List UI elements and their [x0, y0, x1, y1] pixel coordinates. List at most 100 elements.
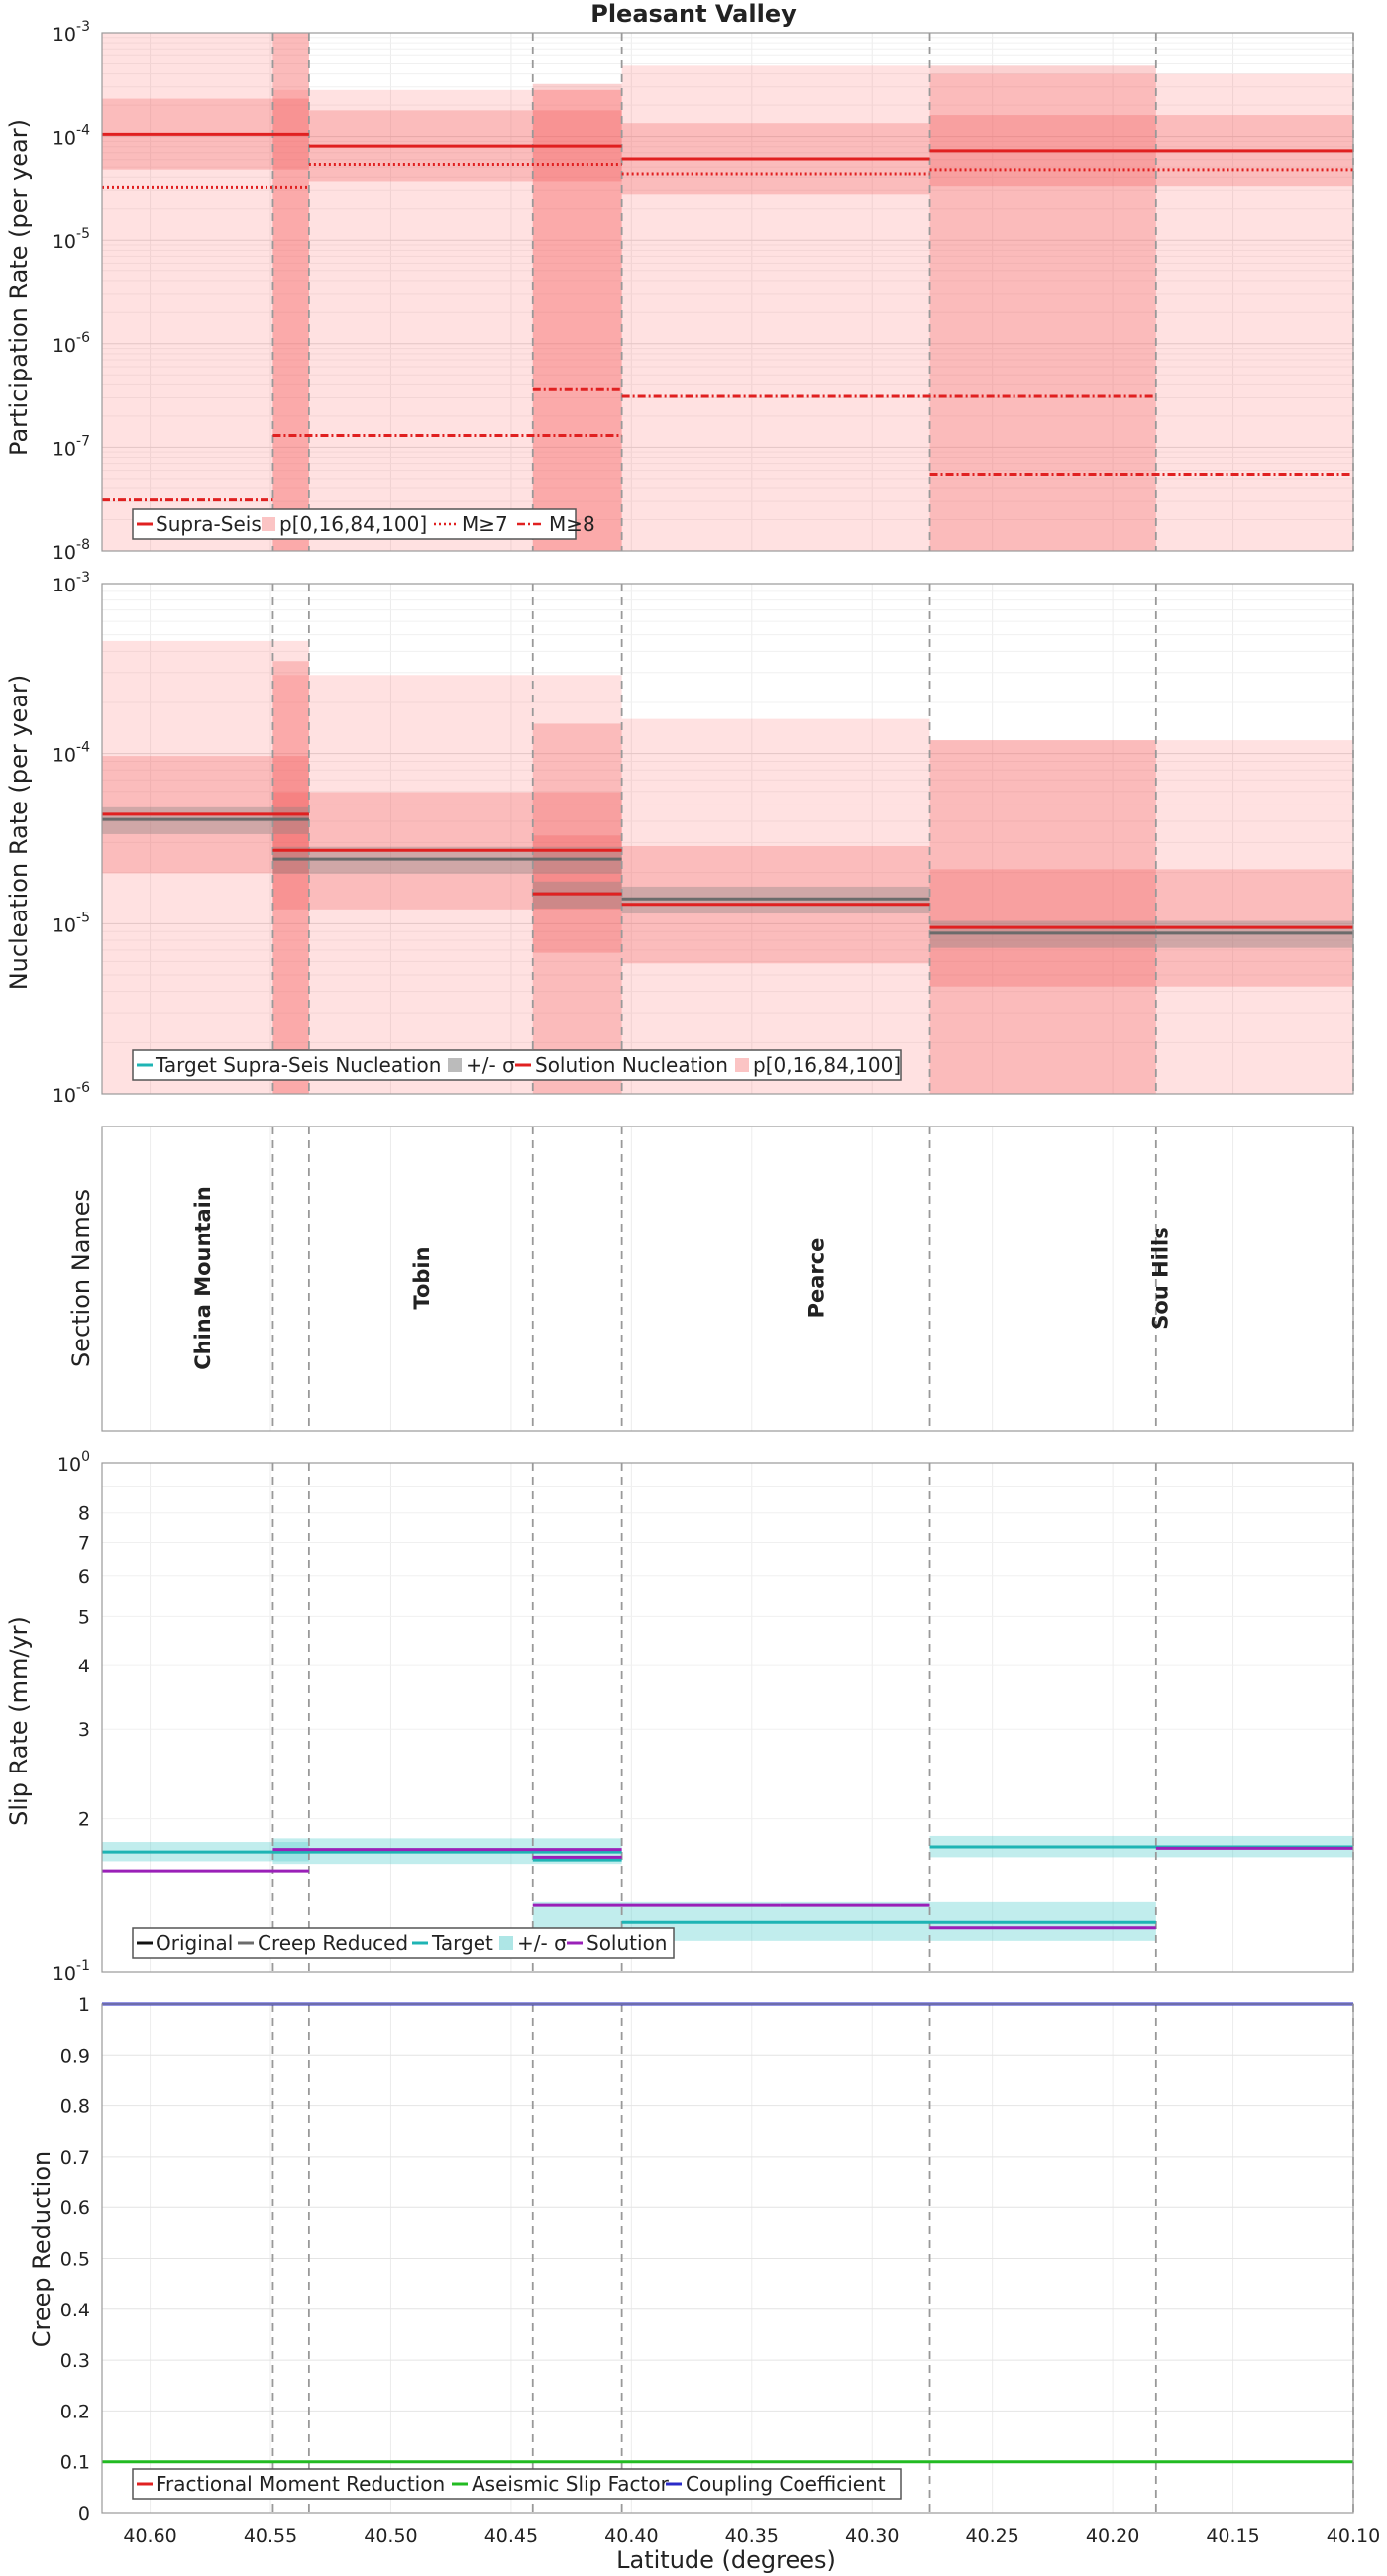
y-tick-label: 1 [78, 1994, 90, 2016]
y-tick-label: 0.1 [60, 2452, 90, 2474]
slip-rate-panel: 100 10-1 8 7 6 5 4 3 2 [53, 1449, 1354, 1985]
y-tick-label: 10-4 [53, 740, 90, 767]
participation-panel: 10-3 10-4 10-5 10-6 10-7 10-8 [53, 19, 1354, 564]
percentile-band [621, 65, 930, 551]
chart-title: Pleasant Valley [590, 0, 797, 28]
plot-border [101, 2003, 1354, 2514]
y-tick-label: 3 [78, 1719, 90, 1741]
legend-m8: M≥8 [549, 512, 595, 536]
x-tick-label: 40.40 [604, 2525, 658, 2547]
legend-fractional-moment: Fractional Moment Reduction [156, 2472, 445, 2496]
plot-area [102, 584, 1353, 1094]
percentile-band-inner [272, 661, 309, 1094]
plot-border [101, 1126, 1354, 1432]
y-tick-label: 0.3 [60, 2350, 90, 2372]
y-tick-label: 10-1 [53, 1958, 90, 1985]
legend-percentiles-2: p[0,16,84,100] [753, 1053, 901, 1077]
x-tick-label: 40.20 [1086, 2525, 1139, 2547]
section-names-panel: China Mountain Tobin Pearce Sou Hills [101, 1126, 1354, 1432]
y-tick-label: 10-6 [53, 330, 90, 357]
x-tick-label: 40.60 [123, 2525, 176, 2547]
percentile-band [929, 73, 1353, 552]
y-tick-label: 0.4 [60, 2300, 90, 2321]
legend-participation: Supra-Seis p[0,16,84,100] M≥7 M≥8 [132, 508, 595, 540]
x-tick-label: 40.15 [1206, 2525, 1259, 2547]
percentile-band [102, 33, 309, 551]
x-tick-label: 40.45 [484, 2525, 538, 2547]
legend-solution-nucleation: Solution Nucleation [535, 1053, 728, 1077]
legend-solution: Solution [587, 1931, 667, 1955]
x-tick-label: 40.25 [965, 2525, 1018, 2547]
y-tick-label: 100 [57, 1449, 90, 1476]
y-tick-label: 8 [78, 1503, 90, 1525]
y-tick-label: 10-8 [53, 537, 90, 564]
percentile-band [532, 89, 622, 551]
section-name: Tobin [410, 1246, 434, 1309]
percentile-band-inner [532, 723, 622, 1094]
x-tick-label: 40.30 [845, 2525, 899, 2547]
y-tick-label: 0.8 [60, 2096, 90, 2118]
x-tick-label: 40.10 [1327, 2525, 1380, 2547]
y-tick-label: 0.7 [60, 2147, 90, 2169]
plot-border [101, 583, 1354, 1095]
y-label-nucleation: Nucleation Rate (per year) [5, 675, 33, 991]
y-tick-label: 7 [78, 1532, 90, 1554]
y-tick-label: 10-3 [53, 19, 90, 46]
y-tick-label: 2 [78, 1809, 90, 1831]
percentile-band-inner [929, 65, 1156, 551]
x-tick-label: 40.50 [364, 2525, 417, 2547]
y-tick-label: 10-6 [53, 1080, 90, 1107]
legend-percentiles: p[0,16,84,100] [279, 512, 427, 536]
plot-area [102, 1127, 1353, 1431]
y-tick-label: 0.9 [60, 2045, 90, 2067]
percentile-band-inner [929, 740, 1156, 1094]
section-name: Pearce [804, 1238, 828, 1319]
legend-sigma-2: +/- σ [517, 1931, 567, 1955]
percentile-band-inner [532, 83, 622, 551]
x-tick-label: 40.55 [244, 2525, 297, 2547]
nucleation-panel: 10-3 10-4 10-5 10-6 [53, 570, 1354, 1107]
section-name: China Mountain [191, 1186, 215, 1370]
legend-supra-seis: Supra-Seis [156, 512, 262, 536]
legend-original: Original [156, 1931, 233, 1955]
y-tick-label: 0.5 [60, 2249, 90, 2271]
section-name: Sou Hills [1149, 1227, 1173, 1329]
percentile-band [272, 89, 622, 551]
y-label-slip-rate: Slip Rate (mm/yr) [5, 1616, 33, 1826]
y-label-participation: Participation Rate (per year) [5, 119, 33, 456]
legend-m7: M≥7 [462, 512, 508, 536]
y-tick-label: 0.6 [60, 2198, 90, 2219]
legend-creep: Fractional Moment Reduction Aseismic Sli… [132, 2468, 902, 2500]
legend-target: Target [431, 1931, 493, 1955]
legend-coupling: Coupling Coefficient [686, 2472, 886, 2496]
plot-border [101, 1462, 1354, 1973]
y-tick-label: 10-7 [53, 433, 90, 460]
x-tick-label: 40.35 [725, 2525, 779, 2547]
legend-nucleation: Target Supra-Seis Nucleation +/- σ Solut… [132, 1049, 902, 1081]
plot-border [101, 32, 1354, 552]
legend-sigma: +/- σ [466, 1053, 515, 1077]
percentile-band [621, 718, 930, 1094]
y-tick-label: 5 [78, 1606, 90, 1628]
x-axis-label: Latitude (degrees) [616, 2546, 836, 2574]
y-tick-label: 10-4 [53, 123, 90, 150]
y-tick-label: 10-5 [53, 226, 90, 253]
legend-target-nucleation: Target Supra-Seis Nucleation [155, 1053, 441, 1077]
legend-aseismic: Aseismic Slip Factor [472, 2472, 670, 2496]
y-tick-label: 0.2 [60, 2401, 90, 2422]
percentile-band [272, 675, 622, 1094]
y-tick-label: 10-3 [53, 570, 90, 596]
y-tick-label: 4 [78, 1656, 90, 1677]
y-tick-label: 10-5 [53, 910, 90, 936]
percentile-band-inner [272, 33, 309, 551]
legend-slip-rate: Original Creep Reduced Target +/- σ Solu… [132, 1927, 675, 1959]
legend-creep-reduced: Creep Reduced [258, 1931, 408, 1955]
percentile-band [929, 740, 1353, 1094]
percentile-band [102, 640, 309, 1094]
plot-area [102, 1463, 1353, 1972]
creep-reduction-panel: 1 0.9 0.8 0.7 0.6 0.5 0.4 0.3 0.2 0.1 0 40.60 40.55 4… [60, 1994, 1380, 2547]
y-label-creep: Creep Reduction [28, 2151, 55, 2347]
plot-area [102, 33, 1353, 551]
y-tick-label: 0 [78, 2503, 90, 2524]
